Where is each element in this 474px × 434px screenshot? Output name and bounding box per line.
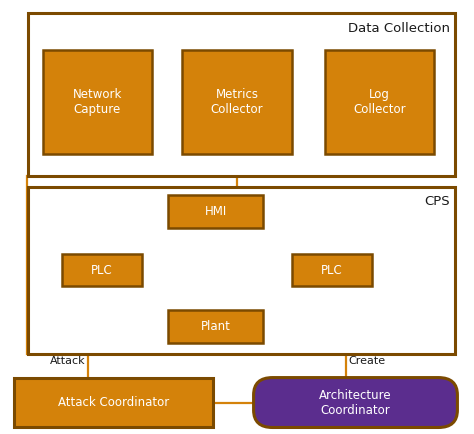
Text: Attack: Attack [50,356,85,366]
FancyBboxPatch shape [62,254,142,286]
Text: Data Collection: Data Collection [348,22,450,35]
Text: Architecture
Coordinator: Architecture Coordinator [319,388,392,417]
Text: Metrics
Collector: Metrics Collector [210,88,264,116]
Text: Network
Capture: Network Capture [73,88,122,116]
Text: Plant: Plant [201,320,231,333]
FancyBboxPatch shape [43,50,152,154]
FancyBboxPatch shape [254,378,457,427]
FancyBboxPatch shape [168,195,263,228]
FancyBboxPatch shape [182,50,292,154]
Text: HMI: HMI [205,205,227,218]
Text: PLC: PLC [91,264,113,276]
FancyBboxPatch shape [28,187,455,354]
FancyBboxPatch shape [292,254,372,286]
FancyBboxPatch shape [14,378,213,427]
FancyBboxPatch shape [325,50,434,154]
Text: CPS: CPS [425,195,450,208]
Text: PLC: PLC [321,264,343,276]
Text: Attack Coordinator: Attack Coordinator [58,396,169,409]
FancyBboxPatch shape [168,310,263,343]
Text: Log
Collector: Log Collector [353,88,406,116]
FancyBboxPatch shape [28,13,455,176]
Text: Create: Create [348,356,385,366]
